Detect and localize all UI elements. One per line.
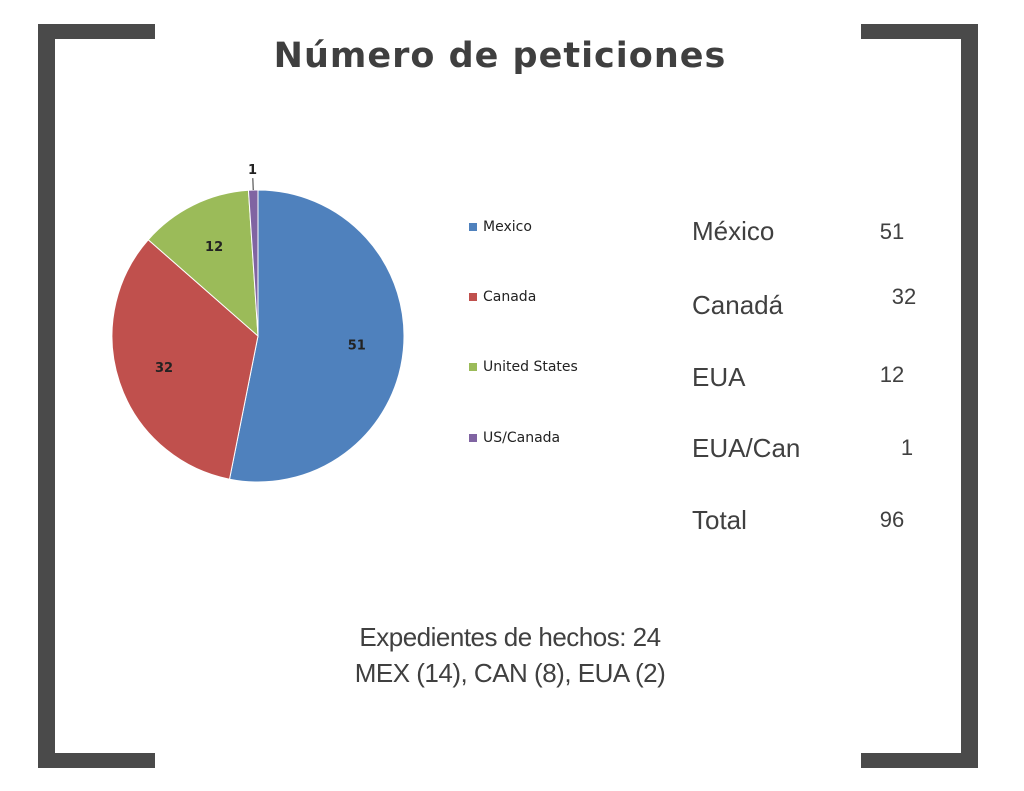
right-bracket-top — [861, 24, 978, 39]
legend-swatch-canada — [469, 293, 477, 301]
table-value-eua: 12 — [879, 362, 905, 387]
data-label-mexico: 51 — [348, 339, 366, 354]
pie-slice-mexico — [228, 189, 405, 483]
table-value-eua-can: 1 — [900, 435, 914, 460]
footer-line-2: MEX (14), CAN (8), EUA (2) — [354, 658, 666, 688]
table-value-total: 96 — [879, 507, 905, 532]
data-label-canada: 32 — [155, 361, 173, 376]
legend-item-united-states: United States — [469, 359, 578, 375]
legend-swatch-mexico — [469, 223, 477, 231]
legend-swatch-united-states — [469, 363, 477, 371]
pie-slice-united-states — [147, 189, 259, 338]
table-label-total: Total — [692, 505, 747, 535]
chart-title: Número de peticiones — [273, 36, 727, 76]
legend-label: US/Canada — [483, 430, 561, 446]
legend-swatch-us-canada — [469, 434, 477, 442]
legend-label: Canada — [483, 289, 537, 305]
data-label-us-canada: 1 — [248, 163, 257, 178]
legend-item-us-canada: US/Canada — [469, 430, 560, 446]
footer-line-1: Expedientes de hechos: 24 — [359, 622, 661, 652]
table-label-eua: EUA — [692, 362, 746, 392]
data-label-united-states: 12 — [205, 240, 223, 255]
table-label-mexico: México — [692, 216, 775, 246]
left-bracket-top — [38, 24, 155, 39]
left-bracket-bottom — [38, 753, 155, 768]
table-value-canada: 32 — [891, 284, 917, 309]
legend-item-canada: Canada — [469, 289, 536, 305]
legend-label: Mexico — [483, 219, 532, 235]
table-label-canada: Canadá — [692, 290, 784, 320]
legend-label: United States — [483, 359, 578, 375]
right-bracket-vertical — [961, 24, 978, 768]
right-bracket-bottom — [861, 753, 978, 768]
left-bracket-vertical — [38, 24, 55, 768]
pie-slice-us-canada — [247, 189, 259, 337]
table-label-eua-can: EUA/Can — [692, 433, 801, 463]
pie-slice-canada — [111, 239, 259, 480]
table-value-mexico: 51 — [879, 219, 905, 244]
legend-item-mexico: Mexico — [469, 219, 532, 235]
